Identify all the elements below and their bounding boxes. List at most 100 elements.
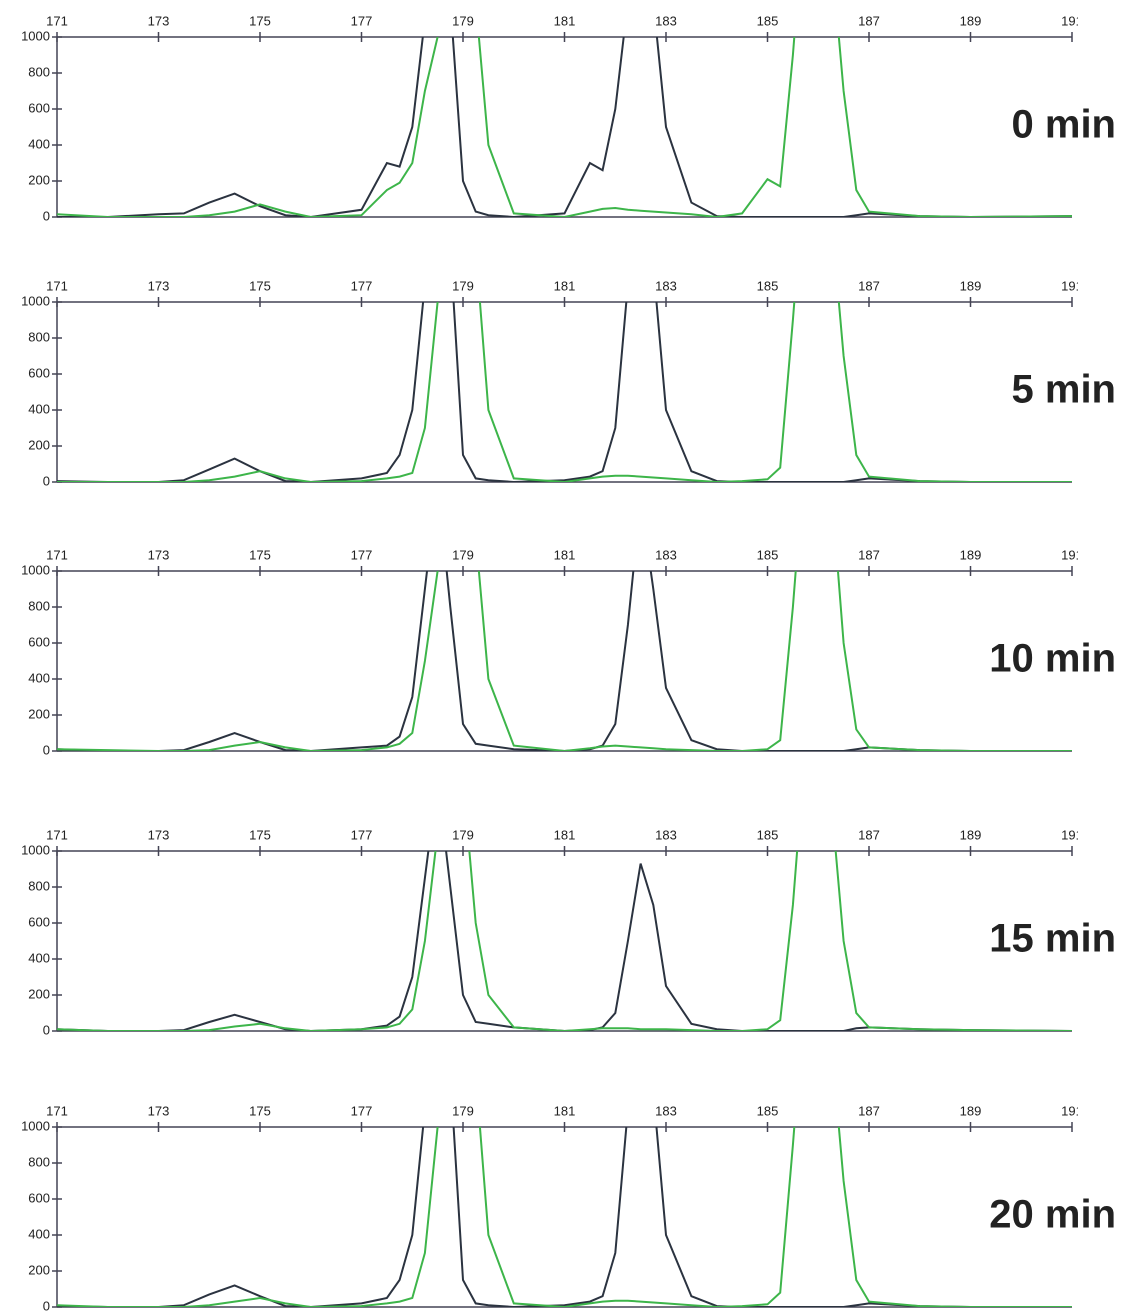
y-tick-label: 1000 <box>21 562 50 577</box>
y-tick-label: 0 <box>43 208 50 223</box>
x-tick-label: 185 <box>757 1103 779 1118</box>
x-tick-label: 189 <box>960 278 982 293</box>
data-line <box>57 851 1072 1031</box>
x-tick-label: 179 <box>452 13 474 28</box>
y-tick-label: 800 <box>28 1154 50 1169</box>
x-tick-label: 185 <box>757 827 779 842</box>
y-tick-label: 1000 <box>21 28 50 43</box>
x-tick-label: 191 <box>1061 1103 1083 1118</box>
data-line <box>57 571 1072 751</box>
x-tick-label: 171 <box>46 547 68 562</box>
y-tick-label: 200 <box>28 172 50 187</box>
x-tick-label: 173 <box>148 1103 170 1118</box>
x-tick-label: 187 <box>858 278 880 293</box>
panel-label: 0 min <box>1012 103 1116 147</box>
x-tick-label: 177 <box>351 278 373 293</box>
x-tick-label: 177 <box>351 547 373 562</box>
x-tick-label: 175 <box>249 827 271 842</box>
x-tick-label: 183 <box>655 547 677 562</box>
x-tick-label: 177 <box>351 13 373 28</box>
y-tick-label: 200 <box>28 437 50 452</box>
x-tick-label: 175 <box>249 278 271 293</box>
y-tick-label: 400 <box>28 1226 50 1241</box>
x-tick-label: 187 <box>858 827 880 842</box>
y-tick-label: 1000 <box>21 842 50 857</box>
data-line <box>57 37 1072 217</box>
x-tick-label: 191 <box>1061 278 1083 293</box>
x-tick-label: 171 <box>46 827 68 842</box>
y-tick-label: 1000 <box>21 1118 50 1133</box>
y-tick-label: 600 <box>28 365 50 380</box>
y-tick-label: 200 <box>28 706 50 721</box>
y-tick-label: 0 <box>43 1022 50 1037</box>
x-tick-label: 171 <box>46 1103 68 1118</box>
y-tick-label: 400 <box>28 401 50 416</box>
x-tick-label: 189 <box>960 13 982 28</box>
panel-label: 5 min <box>1012 368 1116 412</box>
x-tick-label: 191 <box>1061 547 1083 562</box>
y-tick-label: 0 <box>43 742 50 757</box>
x-tick-label: 175 <box>249 547 271 562</box>
x-tick-label: 187 <box>858 13 880 28</box>
y-tick-label: 800 <box>28 64 50 79</box>
panel-label: 10 min <box>989 637 1116 681</box>
x-tick-label: 175 <box>249 13 271 28</box>
y-tick-label: 800 <box>28 598 50 613</box>
data-line <box>57 302 1072 482</box>
y-tick-label: 0 <box>43 473 50 488</box>
data-line <box>57 37 1072 217</box>
x-tick-label: 181 <box>554 1103 576 1118</box>
y-tick-label: 1000 <box>21 293 50 308</box>
x-tick-label: 171 <box>46 13 68 28</box>
x-tick-label: 179 <box>452 1103 474 1118</box>
x-tick-label: 189 <box>960 1103 982 1118</box>
x-tick-label: 183 <box>655 1103 677 1118</box>
y-tick-label: 400 <box>28 136 50 151</box>
x-tick-label: 189 <box>960 827 982 842</box>
data-line <box>57 302 1072 482</box>
x-tick-label: 173 <box>148 278 170 293</box>
y-tick-label: 400 <box>28 950 50 965</box>
y-tick-label: 800 <box>28 878 50 893</box>
x-tick-label: 175 <box>249 1103 271 1118</box>
x-tick-label: 179 <box>452 827 474 842</box>
data-line <box>57 1127 1072 1307</box>
panel-label: 15 min <box>989 917 1116 961</box>
x-tick-label: 185 <box>757 547 779 562</box>
y-tick-label: 600 <box>28 634 50 649</box>
x-tick-label: 177 <box>351 827 373 842</box>
x-tick-label: 187 <box>858 1103 880 1118</box>
data-line <box>57 571 1072 751</box>
x-tick-label: 183 <box>655 13 677 28</box>
x-tick-label: 181 <box>554 278 576 293</box>
data-line <box>57 851 1072 1031</box>
x-tick-label: 191 <box>1061 827 1083 842</box>
y-tick-label: 400 <box>28 670 50 685</box>
y-tick-label: 800 <box>28 329 50 344</box>
x-tick-label: 185 <box>757 13 779 28</box>
x-tick-label: 191 <box>1061 13 1083 28</box>
x-tick-label: 189 <box>960 547 982 562</box>
y-tick-label: 200 <box>28 986 50 1001</box>
x-tick-label: 173 <box>148 827 170 842</box>
x-tick-label: 183 <box>655 827 677 842</box>
x-tick-label: 181 <box>554 547 576 562</box>
x-tick-label: 181 <box>554 827 576 842</box>
x-tick-label: 185 <box>757 278 779 293</box>
x-tick-label: 173 <box>148 13 170 28</box>
x-tick-label: 179 <box>452 547 474 562</box>
x-tick-label: 183 <box>655 278 677 293</box>
panel-label: 20 min <box>989 1193 1116 1237</box>
x-tick-label: 181 <box>554 13 576 28</box>
x-tick-label: 187 <box>858 547 880 562</box>
y-tick-label: 600 <box>28 914 50 929</box>
y-tick-label: 0 <box>43 1298 50 1311</box>
data-line <box>57 1127 1072 1307</box>
y-tick-label: 600 <box>28 1190 50 1205</box>
